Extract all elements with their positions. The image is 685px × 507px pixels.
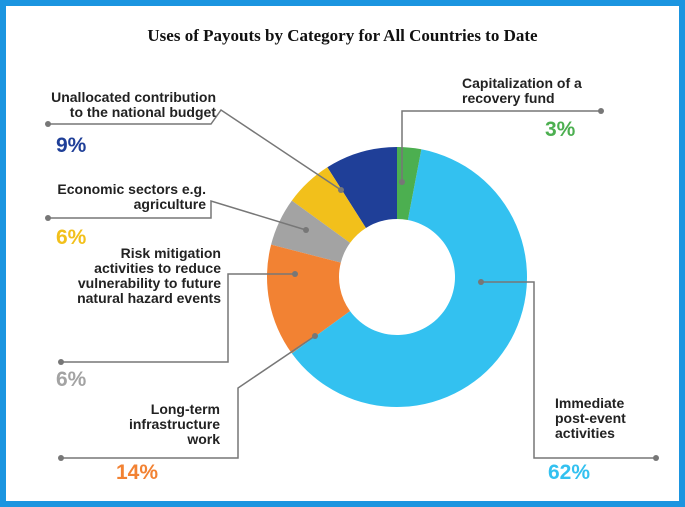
- leader-line: [61, 335, 316, 459]
- leader-dot: [45, 121, 51, 127]
- donut-slice: [271, 200, 351, 263]
- leader-dot: [45, 215, 51, 221]
- category-label: Immediate post-event activities: [555, 395, 626, 441]
- category-label: Risk mitigation activities to reduce vul…: [77, 245, 221, 306]
- value-label: 6%: [56, 368, 87, 391]
- leader-line: [481, 281, 656, 459]
- donut-slice: [267, 244, 351, 354]
- leader-line: [48, 108, 342, 191]
- value-label: 14%: [116, 461, 159, 484]
- category-label: Economic sectors e.g. agriculture: [57, 181, 206, 212]
- category-label: Long-term infrastructure work: [128, 401, 220, 447]
- donut-slice: [397, 147, 422, 221]
- leader-dot: [292, 271, 298, 277]
- leader-dot: [653, 455, 659, 461]
- category-label: Unallocated contribution to the national…: [51, 89, 216, 120]
- leader-dot: [338, 187, 344, 193]
- value-label: 6%: [56, 226, 87, 249]
- donut-slice: [327, 147, 397, 229]
- chart-canvas: [45, 108, 659, 461]
- leader-dot: [303, 227, 309, 233]
- leader-lines: [45, 108, 659, 461]
- value-label: 3%: [545, 118, 576, 141]
- value-label: 9%: [56, 134, 87, 157]
- leader-dot: [312, 333, 318, 339]
- donut-slice: [291, 149, 528, 408]
- leader-dot: [478, 279, 484, 285]
- leader-line: [61, 273, 295, 363]
- category-label: Capitalization of a recovery fund: [462, 75, 582, 106]
- chart-title: Uses of Payouts by Category for All Coun…: [147, 26, 538, 45]
- leader-line: [401, 110, 601, 182]
- leader-line: [48, 199, 307, 231]
- donut-slice: [291, 167, 366, 243]
- value-label: 62%: [548, 461, 591, 484]
- leader-dot: [399, 179, 405, 185]
- leader-dot: [58, 359, 64, 365]
- leader-dot: [598, 108, 604, 114]
- leader-dot: [58, 455, 64, 461]
